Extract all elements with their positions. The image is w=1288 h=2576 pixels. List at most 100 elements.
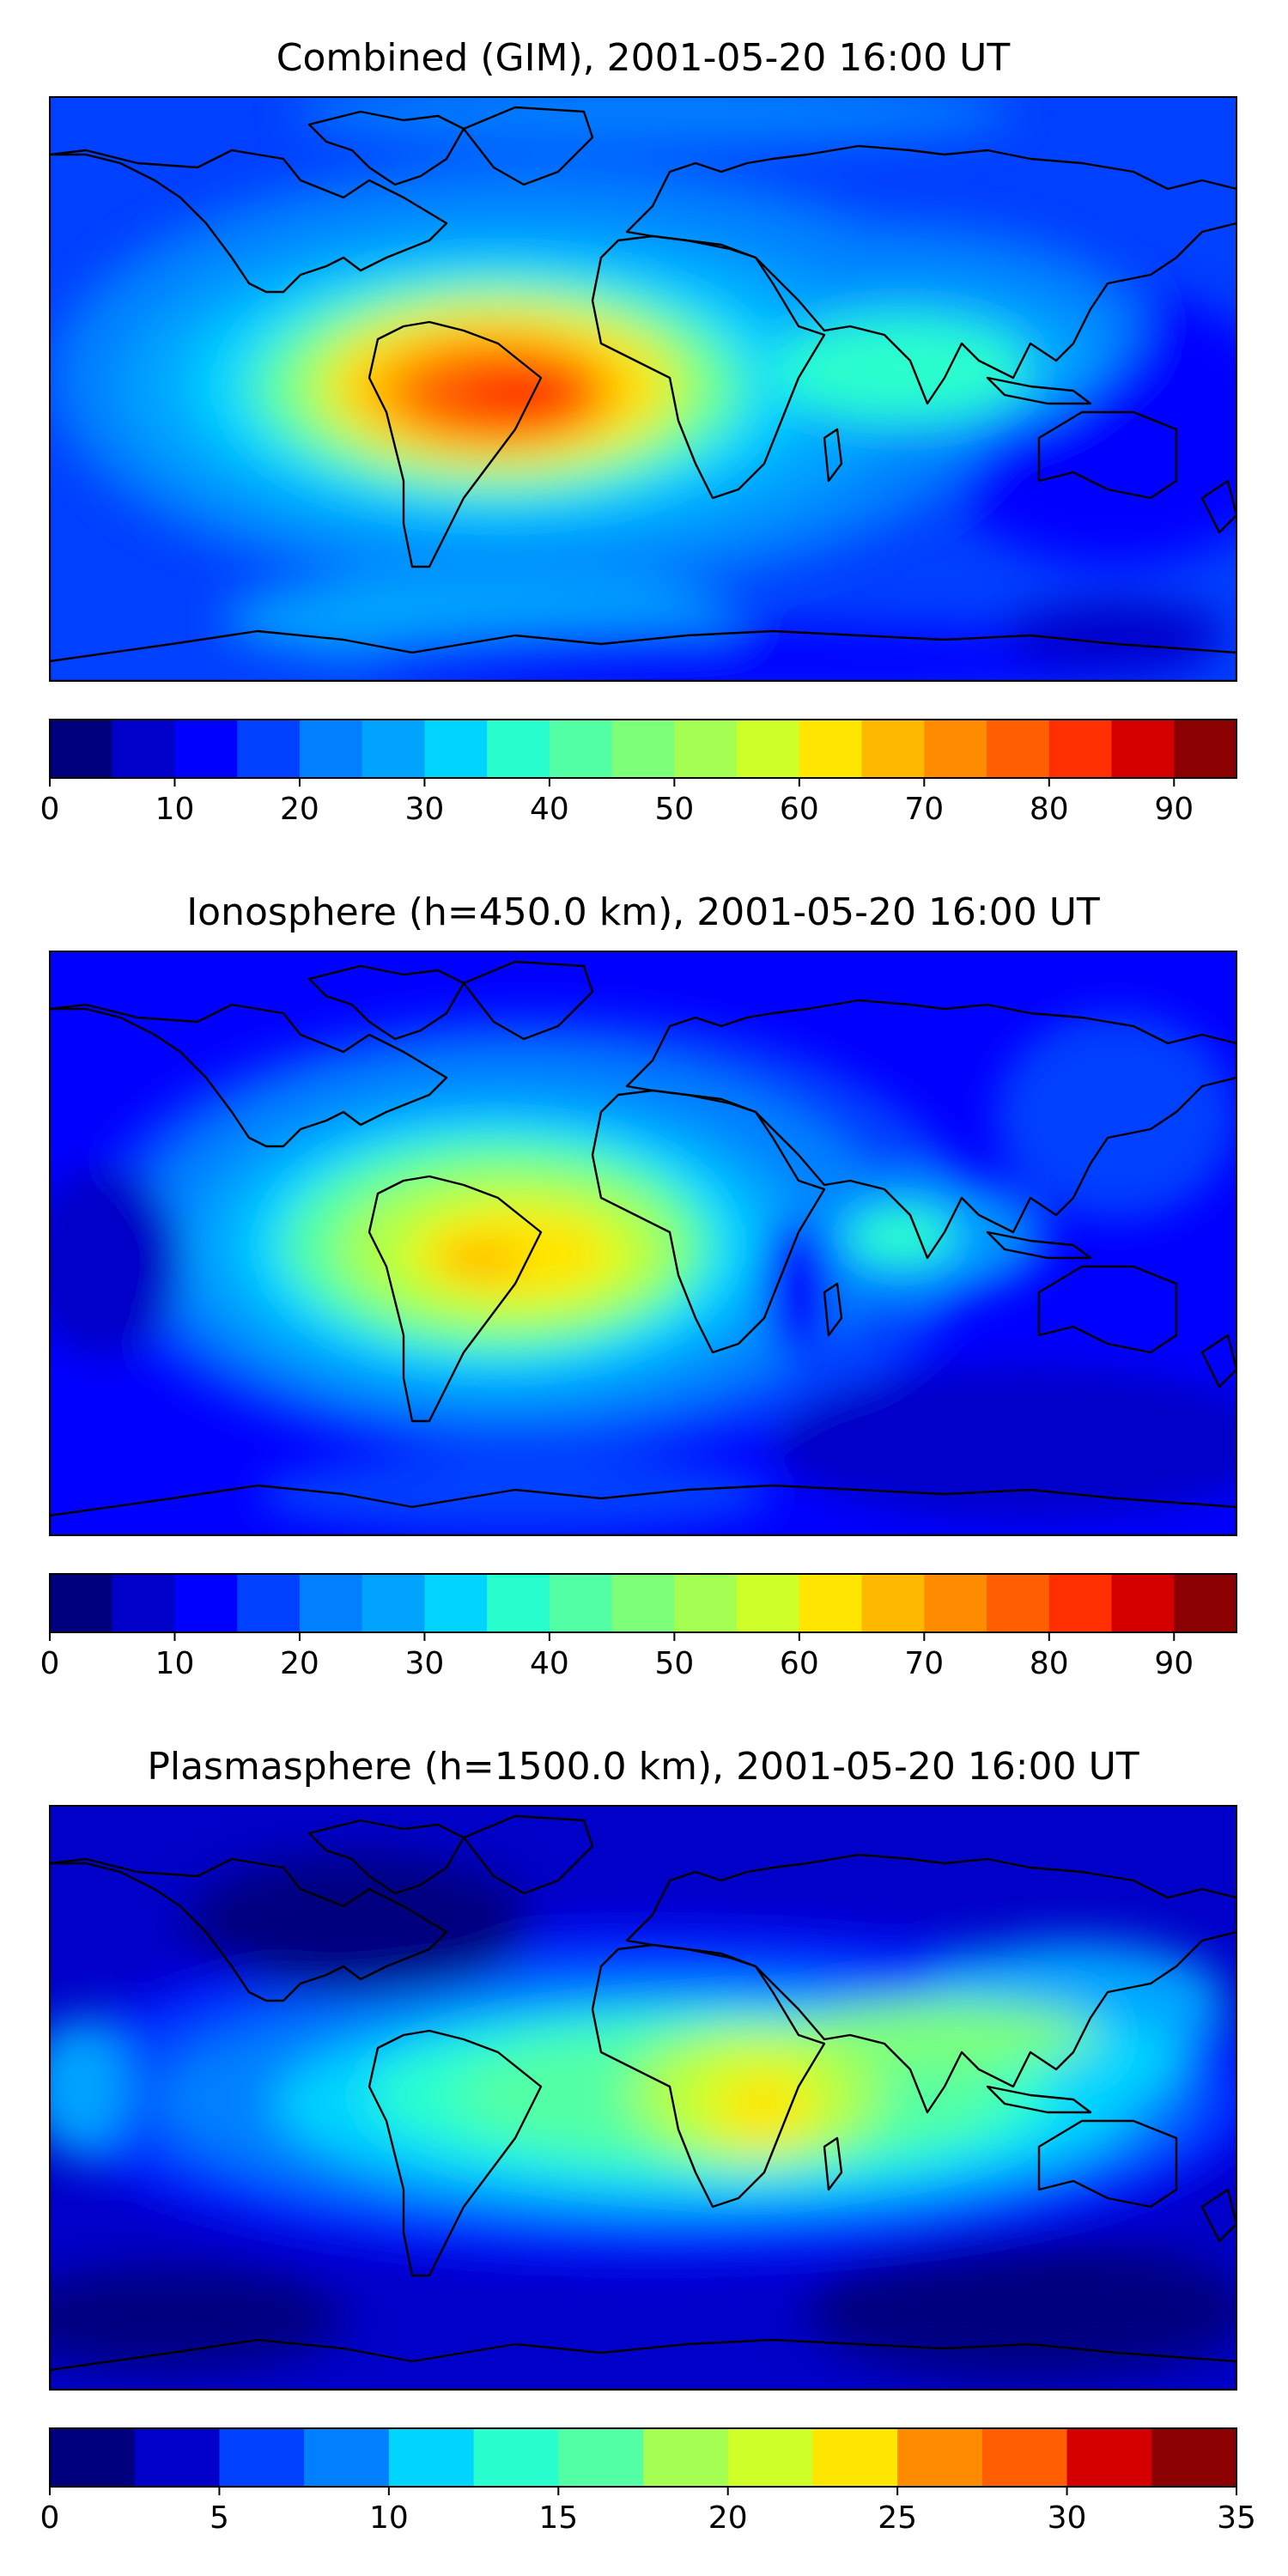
colorbar-segment bbox=[549, 720, 613, 778]
colorbar-segment bbox=[987, 1574, 1050, 1632]
colorbar-segment bbox=[737, 1574, 800, 1632]
heatmap-field bbox=[50, 1806, 1236, 2390]
colorbar-segment bbox=[897, 2428, 983, 2487]
colorbar-segment bbox=[174, 720, 238, 778]
colorbar-tick-label: 30 bbox=[405, 792, 445, 827]
colorbar-segment bbox=[487, 720, 550, 778]
colorbar-segment bbox=[549, 1574, 613, 1632]
colorbar-segment bbox=[799, 720, 863, 778]
colorbar-tick-label: 10 bbox=[155, 1646, 195, 1681]
colorbar-tick-label: 0 bbox=[40, 1646, 60, 1681]
panel-plasmasphere: Plasmasphere (h=1500.0 km), 2001-05-20 1… bbox=[40, 1745, 1256, 2536]
colorbar-segment bbox=[674, 1574, 738, 1632]
colorbar-tick-label: 70 bbox=[904, 792, 944, 827]
colorbar-segment bbox=[237, 720, 301, 778]
colorbar-segment bbox=[219, 2428, 305, 2487]
colorbar-segment bbox=[112, 1574, 176, 1632]
colorbar-tick-label: 25 bbox=[878, 2500, 917, 2536]
colorbar-segment bbox=[1048, 1574, 1113, 1632]
colorbar: 0 10 20 30 40 50 60 70 80 90 bbox=[40, 1573, 1237, 1681]
colorbar-tick-label: 90 bbox=[1154, 1646, 1194, 1681]
colorbar-segment bbox=[1111, 720, 1175, 778]
colorbar-frame bbox=[49, 1573, 1237, 1633]
colorbar-segment bbox=[727, 2428, 814, 2487]
colorbar-tick-label: 20 bbox=[708, 2500, 748, 2536]
colorbar-segment bbox=[674, 720, 738, 778]
colorbar-tick-label: 60 bbox=[780, 792, 819, 827]
colorbar-segment bbox=[1174, 1574, 1237, 1632]
colorbar: 0 5 10 15 20 25 30 35 bbox=[40, 2427, 1256, 2536]
colorbar-tick-label: 35 bbox=[1217, 2500, 1256, 2536]
map-frame bbox=[49, 1805, 1237, 2391]
colorbar-tick-label: 40 bbox=[530, 792, 569, 827]
colorbar-frame bbox=[49, 719, 1237, 779]
colorbar-segment bbox=[611, 720, 675, 778]
colorbar-segment bbox=[473, 2428, 559, 2487]
colorbar-tick-label: 70 bbox=[904, 1646, 944, 1681]
colorbar-tick-label: 5 bbox=[210, 2500, 229, 2536]
colorbar-tick-label: 20 bbox=[280, 1646, 319, 1681]
colorbar-segment bbox=[361, 1574, 426, 1632]
colorbar-segment bbox=[134, 2428, 221, 2487]
colorbar: 0 10 20 30 40 50 60 70 80 90 bbox=[40, 719, 1237, 827]
colorbar-tick-label: 0 bbox=[40, 792, 60, 827]
colorbar-segment bbox=[1066, 2428, 1152, 2487]
colorbar-segment bbox=[1048, 720, 1113, 778]
colorbar-segment bbox=[861, 720, 925, 778]
panel-title: Plasmasphere (h=1500.0 km), 2001-05-20 1… bbox=[147, 1745, 1139, 1789]
colorbar-segment bbox=[388, 2428, 475, 2487]
colorbar-segment bbox=[981, 2428, 1068, 2487]
colorbar-tick-label: 20 bbox=[280, 792, 319, 827]
colorbar-segment bbox=[299, 720, 363, 778]
colorbar-segment bbox=[799, 1574, 863, 1632]
colorbar-tick-label: 40 bbox=[530, 1646, 569, 1681]
colorbar-segment bbox=[1151, 2428, 1237, 2487]
colorbar-tick-label: 60 bbox=[780, 1646, 819, 1681]
colorbar-segment bbox=[924, 1574, 987, 1632]
panel-combined: Combined (GIM), 2001-05-20 16:00 UT bbox=[40, 36, 1237, 827]
colorbar-tick-label: 80 bbox=[1030, 792, 1069, 827]
colorbar-segment bbox=[237, 1574, 301, 1632]
colorbar-tick-label: 50 bbox=[654, 1646, 694, 1681]
colorbar-tick-label: 0 bbox=[40, 2500, 60, 2536]
colorbar-segment bbox=[611, 1574, 675, 1632]
panel-ionosphere: Ionosphere (h=450.0 km), 2001-05-20 16:0… bbox=[40, 890, 1237, 1681]
colorbar-segment bbox=[924, 720, 987, 778]
coastlines bbox=[50, 1814, 1236, 2390]
heatmap-field bbox=[50, 97, 1236, 681]
colorbar-segment bbox=[1111, 1574, 1175, 1632]
panel-title: Ionosphere (h=450.0 km), 2001-05-20 16:0… bbox=[186, 890, 1100, 934]
colorbar-segment bbox=[361, 720, 426, 778]
colorbar-segment bbox=[558, 2428, 644, 2487]
map-frame bbox=[49, 951, 1237, 1536]
colorbar-tick-label: 30 bbox=[405, 1646, 445, 1681]
colorbar-tick-label: 30 bbox=[1048, 2500, 1087, 2536]
colorbar-segment bbox=[424, 1574, 488, 1632]
colorbar-tick-label: 10 bbox=[369, 2500, 409, 2536]
colorbar-segment bbox=[174, 1574, 238, 1632]
panel-title: Combined (GIM), 2001-05-20 16:00 UT bbox=[276, 36, 1011, 80]
colorbar-frame bbox=[49, 2427, 1237, 2488]
colorbar-segment bbox=[1174, 720, 1237, 778]
colorbar-segment bbox=[424, 720, 488, 778]
colorbar-segment bbox=[50, 1574, 113, 1632]
heatmap-field bbox=[50, 951, 1236, 1535]
colorbar-tick-label: 90 bbox=[1154, 792, 1194, 827]
colorbar-segment bbox=[737, 720, 800, 778]
coastlines bbox=[50, 106, 1236, 681]
colorbar-segment bbox=[643, 2428, 729, 2487]
colorbar-segment bbox=[304, 2428, 390, 2487]
colorbar-tick-label: 15 bbox=[538, 2500, 578, 2536]
colorbar-segment bbox=[487, 1574, 550, 1632]
colorbar-segment bbox=[299, 1574, 363, 1632]
colorbar-segment bbox=[987, 720, 1050, 778]
map-frame bbox=[49, 96, 1237, 682]
colorbar-tick-label: 80 bbox=[1030, 1646, 1069, 1681]
coastlines bbox=[50, 960, 1236, 1535]
colorbar-tick-label: 10 bbox=[155, 792, 195, 827]
colorbar-segment bbox=[861, 1574, 925, 1632]
colorbar-segment bbox=[50, 720, 113, 778]
colorbar-tick-label: 50 bbox=[654, 792, 694, 827]
colorbar-segment bbox=[50, 2428, 136, 2487]
